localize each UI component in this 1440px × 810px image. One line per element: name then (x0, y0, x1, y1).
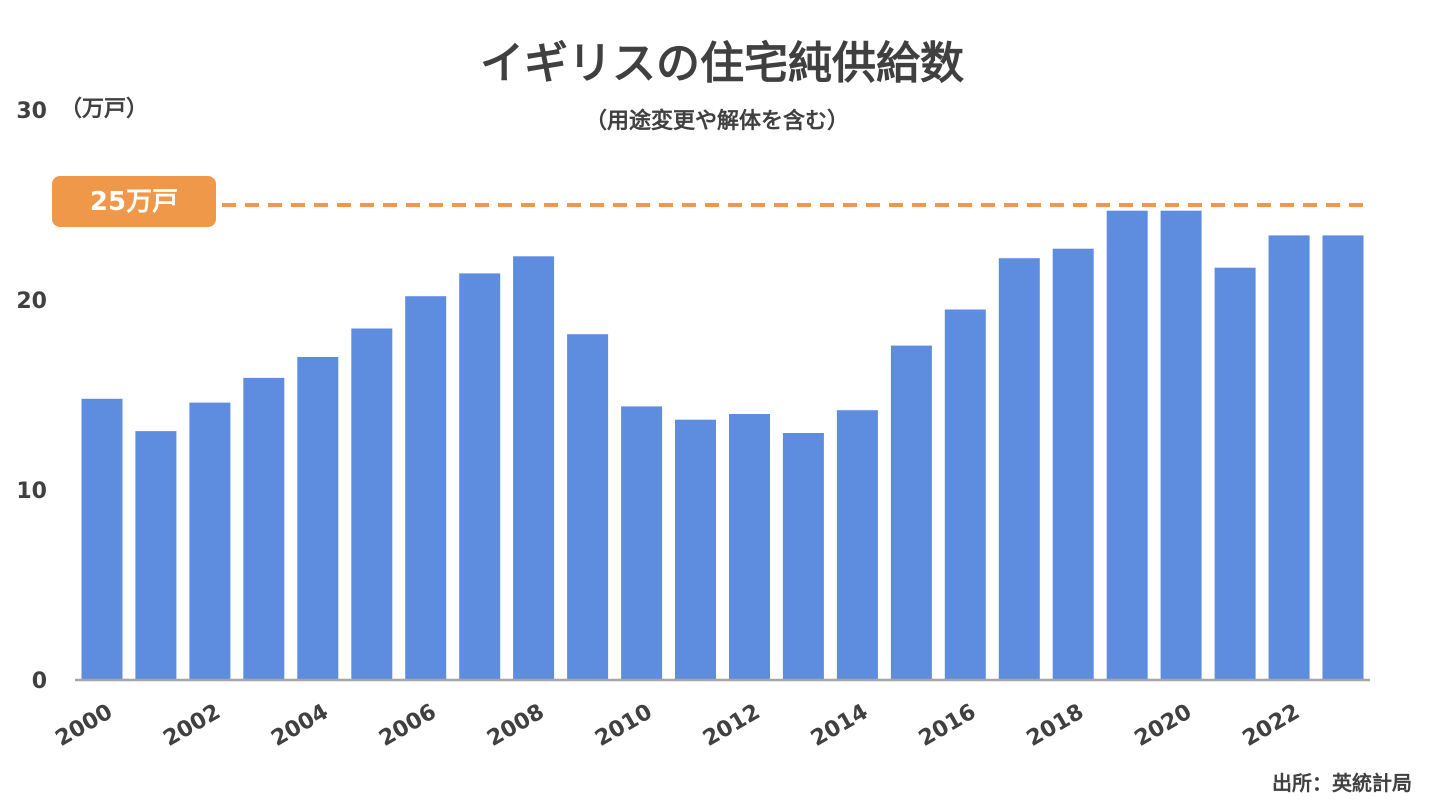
bar-2010 (621, 406, 663, 680)
bar-2013 (782, 433, 824, 680)
chart-title: イギリスの住宅純供給数 (480, 38, 964, 89)
x-tick-2018: 2018 (1023, 700, 1089, 752)
bar-2016 (944, 309, 986, 680)
bar-2012 (729, 414, 770, 680)
bars (81, 210, 1364, 680)
bar-2008 (513, 256, 555, 680)
x-tick-2012: 2012 (699, 700, 765, 752)
reference-label: 25万戸 (90, 187, 178, 217)
bar-2007 (459, 273, 501, 680)
bar-2015 (890, 345, 932, 680)
x-tick-2004: 2004 (267, 700, 333, 752)
bar-2018 (1052, 248, 1094, 680)
x-tick-2000: 2000 (51, 700, 117, 752)
bar-2019 (1106, 210, 1148, 680)
x-axis-ticks: 2000 2002 2004 2006 2008 2010 2012 2014 2016 2018… (51, 700, 1304, 752)
bar-2006 (405, 296, 447, 680)
bar-2005 (351, 328, 393, 680)
x-tick-2006: 2006 (375, 700, 441, 752)
x-tick-2014: 2014 (807, 700, 873, 752)
reference-label-box (52, 176, 216, 227)
chart-subtitle: （用途変更や解体を含む） (585, 108, 849, 134)
source-note: 出所：英統計局 (1272, 771, 1412, 795)
x-tick-2002: 2002 (159, 700, 225, 752)
bar-2023 (1322, 235, 1364, 680)
bar-2022 (1268, 235, 1310, 680)
x-tick-2008: 2008 (483, 700, 549, 752)
y-tick-20: 20 (16, 289, 47, 314)
y-axis-ticks: 0 10 20 30 (16, 99, 47, 694)
y-axis-unit: （万戸） (60, 97, 148, 122)
y-tick-30: 30 (16, 99, 47, 124)
x-tick-2020: 2020 (1131, 700, 1197, 752)
bar-2001 (135, 431, 177, 680)
bar-2000 (81, 398, 123, 680)
x-tick-2010: 2010 (591, 700, 657, 752)
bar-2011 (675, 419, 716, 680)
y-tick-10: 10 (16, 479, 47, 504)
bar-2021 (1214, 267, 1256, 680)
bar-2020 (1160, 210, 1202, 680)
bar-2017 (998, 258, 1040, 680)
x-tick-2016: 2016 (915, 700, 981, 752)
bar-2014 (836, 410, 878, 680)
bar-2009 (567, 334, 609, 680)
bar-2004 (297, 357, 339, 680)
x-tick-2022: 2022 (1239, 700, 1305, 752)
bar-2002 (189, 402, 231, 680)
bar-2003 (243, 377, 285, 680)
y-tick-0: 0 (32, 669, 47, 694)
